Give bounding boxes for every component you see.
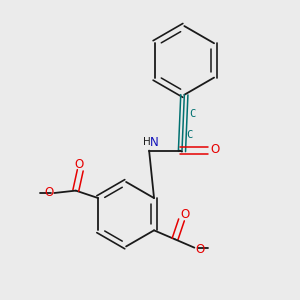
- Text: O: O: [44, 186, 53, 199]
- Text: C: C: [190, 109, 196, 119]
- Text: C: C: [186, 130, 193, 140]
- Text: H: H: [143, 137, 151, 147]
- Text: O: O: [210, 142, 219, 156]
- Text: O: O: [74, 158, 83, 171]
- Text: O: O: [196, 243, 205, 256]
- Text: N: N: [149, 136, 158, 149]
- Text: O: O: [181, 208, 190, 221]
